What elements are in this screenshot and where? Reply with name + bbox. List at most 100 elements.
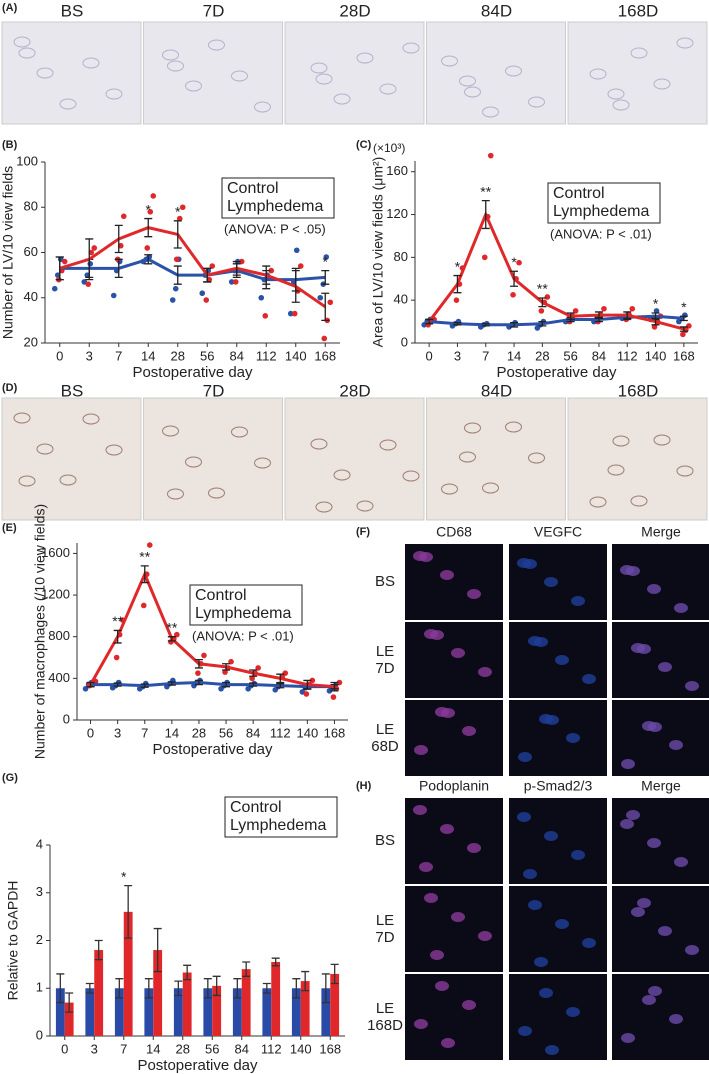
tissue-feature bbox=[162, 425, 179, 437]
cell bbox=[685, 681, 699, 691]
tissue-feature bbox=[379, 83, 397, 95]
tissue-feature bbox=[589, 68, 607, 80]
bar bbox=[271, 961, 281, 1036]
column-header: Podoplanin bbox=[419, 778, 489, 794]
error-bar bbox=[222, 663, 231, 671]
legend-entry: Control bbox=[195, 587, 247, 604]
panel-label: (C) bbox=[356, 139, 372, 151]
cell bbox=[637, 898, 651, 908]
micrograph bbox=[1, 21, 142, 125]
data-point bbox=[199, 290, 206, 297]
error-bar bbox=[453, 322, 462, 326]
bar bbox=[123, 911, 133, 1036]
cell bbox=[544, 831, 558, 841]
cell bbox=[523, 869, 537, 879]
x-tick-label: 14 bbox=[146, 1041, 160, 1056]
cell bbox=[642, 995, 656, 1005]
y-axis-label: Relative to GAPDH bbox=[5, 881, 21, 1001]
tissue-feature bbox=[653, 434, 671, 446]
x-tick-label: 84 bbox=[246, 725, 260, 740]
tissue-feature bbox=[13, 36, 31, 48]
panel-label: (G) bbox=[2, 772, 18, 784]
panel-label: (A) bbox=[2, 2, 18, 14]
cell bbox=[518, 752, 532, 762]
y-axis-label: Number of LV/10 view fields bbox=[0, 166, 16, 339]
x-tick-label: 140 bbox=[285, 348, 307, 363]
cell bbox=[555, 919, 569, 929]
data-point bbox=[651, 324, 658, 330]
bar bbox=[182, 972, 192, 1036]
tissue-feature bbox=[356, 52, 374, 64]
x-tick-label: 84 bbox=[235, 1041, 249, 1056]
data-point bbox=[323, 254, 330, 260]
error-bar bbox=[233, 978, 242, 999]
data-point bbox=[601, 305, 607, 312]
cell bbox=[528, 900, 542, 910]
data-point bbox=[113, 654, 120, 661]
error-bar bbox=[113, 682, 122, 687]
cell bbox=[478, 667, 492, 677]
y-tick-label: 20 bbox=[24, 334, 38, 349]
y-tick-label: 3 bbox=[36, 884, 43, 899]
error-bar bbox=[86, 681, 95, 688]
y-tick-label: 120 bbox=[386, 206, 408, 221]
bar bbox=[55, 988, 65, 1036]
anova-note: (ANOVA: P < .01) bbox=[192, 628, 294, 643]
cell bbox=[620, 819, 634, 829]
cell bbox=[669, 1014, 683, 1024]
x-tick-label: 168 bbox=[319, 1041, 341, 1056]
significance-mark: * bbox=[175, 204, 181, 220]
row-label: BS bbox=[375, 573, 395, 590]
bar bbox=[203, 988, 213, 1036]
tissue-feature bbox=[676, 37, 694, 49]
data-point bbox=[173, 256, 180, 263]
y-axis-label: Number of macrophages (/10 view fields) bbox=[32, 504, 48, 759]
fluorescence-image bbox=[509, 700, 607, 776]
data-point bbox=[209, 263, 216, 269]
x-tick-label: 3 bbox=[454, 348, 461, 363]
x-tick-label: 140 bbox=[645, 348, 667, 363]
y-tick-label: 800 bbox=[48, 628, 70, 643]
panel-label: (D) bbox=[2, 382, 18, 394]
data-point bbox=[140, 602, 147, 609]
micrograph bbox=[567, 397, 708, 521]
image-caption: 168D bbox=[618, 381, 659, 400]
fluorescence-image bbox=[612, 798, 709, 884]
data-point bbox=[228, 658, 234, 665]
error-bar bbox=[94, 939, 103, 961]
error-bar bbox=[510, 322, 519, 328]
fluorescence-image bbox=[612, 974, 709, 1060]
x-tick-label: 56 bbox=[563, 348, 577, 363]
cell bbox=[462, 726, 476, 736]
error-bar bbox=[249, 682, 258, 687]
cell bbox=[534, 637, 548, 647]
cell bbox=[441, 1038, 455, 1048]
tissue-feature bbox=[528, 452, 545, 464]
x-tick-label: 7 bbox=[141, 725, 148, 740]
data-point bbox=[174, 631, 180, 638]
error-bar bbox=[330, 963, 339, 985]
data-point bbox=[330, 694, 337, 700]
x-tick-label: 3 bbox=[114, 725, 121, 740]
data-point bbox=[538, 308, 545, 314]
x-tick-label: 3 bbox=[86, 348, 93, 363]
error-bar bbox=[679, 326, 688, 332]
panel-label: (H) bbox=[356, 780, 372, 792]
y-tick-label: 0 bbox=[401, 334, 408, 349]
cell bbox=[430, 950, 444, 960]
bar bbox=[291, 988, 301, 1036]
tissue-feature bbox=[13, 412, 31, 424]
tissue-feature bbox=[105, 88, 123, 100]
micrograph bbox=[426, 21, 566, 125]
x-tick-label: 84 bbox=[230, 348, 244, 363]
error-bar bbox=[183, 964, 192, 981]
bar bbox=[64, 1002, 74, 1036]
tissue-feature bbox=[402, 42, 420, 54]
cell bbox=[545, 715, 559, 725]
tissue-feature bbox=[162, 49, 179, 61]
tissue-feature bbox=[231, 426, 248, 438]
panel-label: (E) bbox=[2, 522, 17, 534]
fluorescence-image bbox=[509, 974, 607, 1060]
tissue-feature bbox=[185, 456, 202, 468]
x-tick-label: 84 bbox=[592, 348, 606, 363]
